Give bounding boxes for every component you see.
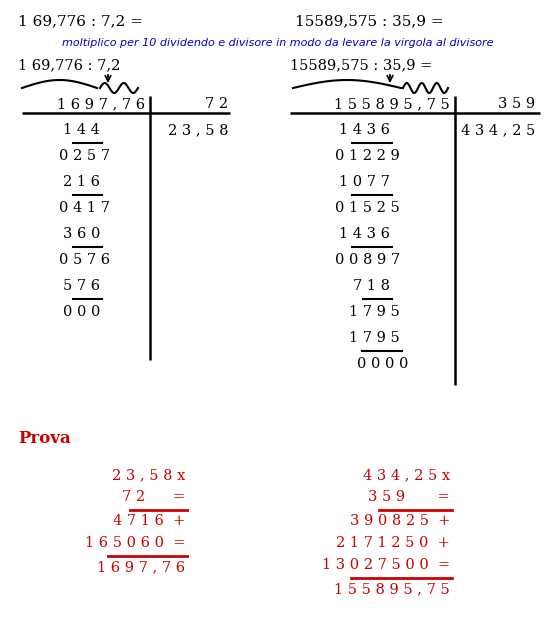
Text: 1 0 7 7: 1 0 7 7 (339, 175, 390, 189)
Text: 1 69,776 : 7,2 =: 1 69,776 : 7,2 = (18, 14, 143, 28)
Text: 2 1 7 1 2 5 0  +: 2 1 7 1 2 5 0 + (336, 536, 450, 550)
Text: 0 0 0: 0 0 0 (62, 305, 100, 319)
Text: 1 5 5 8 9 5 , 7 5: 1 5 5 8 9 5 , 7 5 (334, 97, 450, 111)
Text: 3 6 0: 3 6 0 (62, 227, 100, 241)
Text: 4 3 4 , 2 5: 4 3 4 , 2 5 (461, 123, 535, 137)
Text: 3 5 9: 3 5 9 (498, 97, 535, 111)
Text: 4 7 1 6  +: 4 7 1 6 + (113, 514, 185, 528)
Text: 1 6 9 7 , 7 6: 1 6 9 7 , 7 6 (97, 560, 185, 574)
Text: 1 3 0 2 7 5 0 0  =: 1 3 0 2 7 5 0 0 = (322, 558, 450, 572)
Text: 2 1 6: 2 1 6 (63, 175, 100, 189)
Text: 3 5 9       =: 3 5 9 = (368, 490, 450, 504)
Text: 2 3 , 5 8: 2 3 , 5 8 (168, 123, 228, 137)
Text: 2 3 , 5 8 x: 2 3 , 5 8 x (111, 468, 185, 482)
Text: moltiplico per 10 dividendo e divisore in modo da levare la virgola al divisore: moltiplico per 10 dividendo e divisore i… (62, 38, 494, 48)
Text: 1 6 5 0 6 0  =: 1 6 5 0 6 0 = (85, 536, 185, 550)
Text: 0 0 0 0: 0 0 0 0 (356, 357, 408, 371)
Text: 1 6 9 7 , 7 6: 1 6 9 7 , 7 6 (57, 97, 145, 111)
Text: 1 7 9 5: 1 7 9 5 (349, 331, 400, 345)
Text: 5 7 6: 5 7 6 (63, 279, 100, 293)
Text: 0 4 1 7: 0 4 1 7 (59, 201, 110, 215)
Text: 0 1 5 2 5: 0 1 5 2 5 (335, 201, 400, 215)
Text: 1 7 9 5: 1 7 9 5 (349, 305, 400, 319)
Text: 7 2      =: 7 2 = (122, 490, 185, 504)
Text: Prova: Prova (18, 430, 71, 447)
Text: 4 3 4 , 2 5 x: 4 3 4 , 2 5 x (363, 468, 450, 482)
Text: 0 2 5 7: 0 2 5 7 (59, 149, 110, 163)
Text: 1 4 3 6: 1 4 3 6 (339, 227, 390, 241)
Text: 0 1 2 2 9: 0 1 2 2 9 (335, 149, 400, 163)
Text: 1 69,776 : 7,2: 1 69,776 : 7,2 (18, 58, 120, 72)
Text: 7 1 8: 7 1 8 (353, 279, 390, 293)
Text: 3 9 0 8 2 5  +: 3 9 0 8 2 5 + (350, 514, 450, 528)
Text: 0 5 7 6: 0 5 7 6 (59, 253, 110, 267)
Text: 1 5 5 8 9 5 , 7 5: 1 5 5 8 9 5 , 7 5 (334, 582, 450, 596)
Text: 15589,575 : 35,9 =: 15589,575 : 35,9 = (290, 58, 432, 72)
Text: 1 4 3 6: 1 4 3 6 (339, 123, 390, 137)
Text: 1 4 4: 1 4 4 (63, 123, 100, 137)
Text: 0 0 8 9 7: 0 0 8 9 7 (335, 253, 400, 267)
Text: 7 2: 7 2 (205, 97, 228, 111)
Text: 15589,575 : 35,9 =: 15589,575 : 35,9 = (295, 14, 443, 28)
